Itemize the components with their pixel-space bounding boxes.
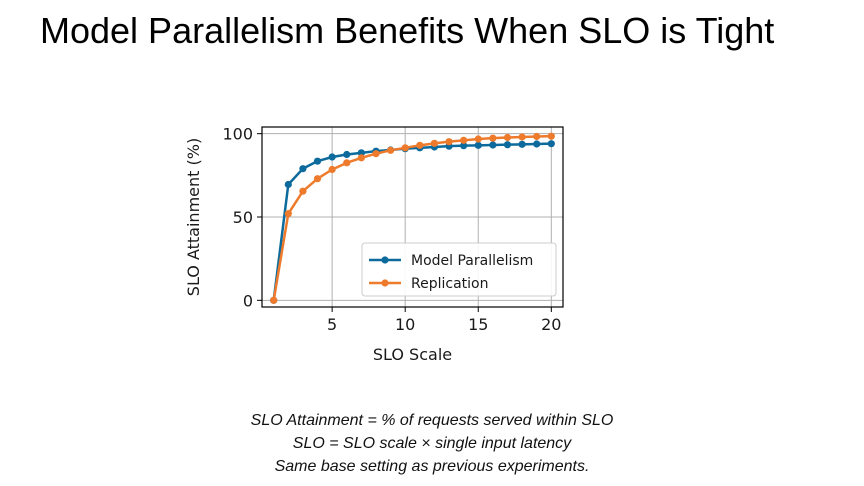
slo-attainment-chart: 5 10 15 20 0 50 100 Model Parallelism Replicat… [184, 125, 564, 364]
x-tick-label: 20 [541, 315, 561, 334]
footnote-base-setting: Same base setting as previous experiment… [274, 458, 590, 475]
data-point-model-parallelism [518, 140, 526, 148]
x-tick-label: 15 [468, 315, 488, 334]
grid-lines [262, 127, 563, 307]
x-tick-label: 10 [395, 315, 415, 334]
data-point-replication [445, 138, 453, 146]
data-point-model-parallelism [328, 153, 336, 161]
data-point-replication [489, 134, 497, 142]
data-point-model-parallelism [313, 157, 322, 165]
y-tick-label: 100 [222, 125, 253, 144]
legend: Model Parallelism Replication [361, 242, 557, 297]
data-point-model-parallelism [489, 141, 497, 149]
data-point-replication [372, 150, 380, 158]
legend-marker-model-parallelism [381, 256, 389, 264]
data-point-replication [416, 141, 424, 149]
data-point-replication [474, 135, 482, 143]
data-point-replication [547, 132, 555, 140]
y-tick-label: 50 [233, 208, 253, 227]
x-tick-label: 5 [327, 315, 337, 334]
y-axis-label: SLO Attainment (%) [184, 138, 203, 296]
data-point-replication [533, 132, 541, 141]
y-tick-label: 0 [243, 291, 253, 310]
data-point-replication [299, 187, 307, 195]
data-point-replication [284, 210, 292, 218]
data-point-replication [401, 144, 409, 152]
data-point-replication [343, 159, 351, 167]
legend-label-replication: Replication [411, 276, 488, 292]
legend-marker-replication [381, 279, 389, 287]
footnotes: SLO Attainment = % of requests served wi… [0, 409, 864, 478]
data-point-replication [430, 139, 439, 147]
legend-label-model-parallelism: Model Parallelism [411, 253, 533, 269]
data-point-replication [328, 165, 336, 174]
x-axis-label: SLO Scale [373, 345, 452, 364]
data-point-replication [518, 133, 526, 141]
data-point-model-parallelism [474, 141, 482, 149]
legend-box [361, 242, 557, 297]
data-point-model-parallelism [547, 140, 555, 148]
slide-title: Model Parallelism Benefits When SLO is T… [40, 10, 775, 51]
data-point-replication [503, 133, 512, 142]
data-point-model-parallelism [284, 180, 292, 189]
data-point-model-parallelism [533, 140, 541, 148]
data-point-replication [357, 154, 365, 162]
data-point-replication [386, 146, 395, 154]
data-point-model-parallelism [503, 141, 512, 149]
data-point-model-parallelism [357, 149, 365, 157]
footnote-slo-attainment: SLO Attainment = % of requests served wi… [250, 412, 614, 429]
data-point-replication [460, 136, 468, 144]
series-lines [270, 132, 555, 304]
data-point-model-parallelism [299, 165, 307, 173]
footnote-slo-definition: SLO = SLO scale × single input latency [292, 435, 572, 452]
data-point-model-parallelism [460, 142, 468, 150]
data-point-replication [313, 175, 322, 183]
data-point-model-parallelism [343, 150, 351, 159]
axis-ticks: 5 10 15 20 0 50 100 [222, 125, 561, 334]
data-point-replication [270, 296, 278, 304]
